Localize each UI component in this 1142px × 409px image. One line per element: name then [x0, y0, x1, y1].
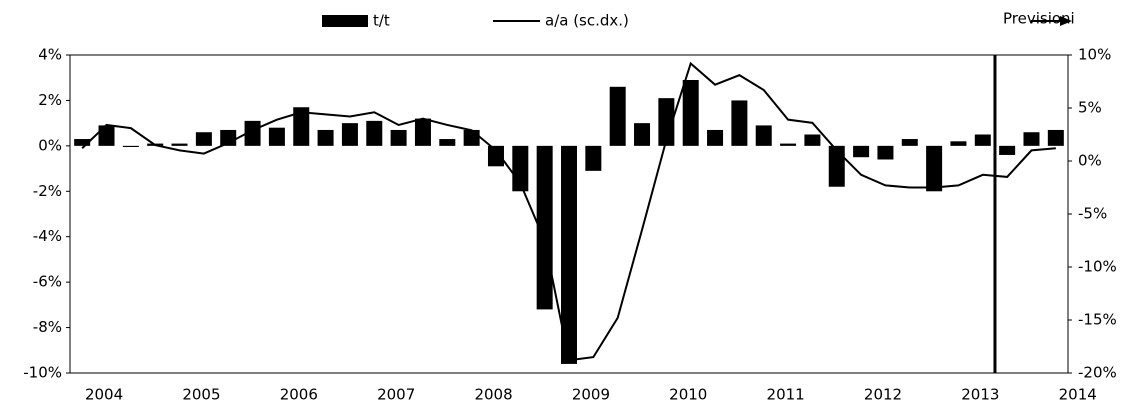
legend-label: a/a (sc.dx.): [545, 12, 629, 30]
bar: [195, 132, 212, 146]
bar: [950, 141, 967, 146]
bar: [804, 134, 821, 146]
bar: [634, 123, 651, 146]
y2-tick-label: -10%: [1078, 258, 1117, 276]
x-tick-label: 2013: [961, 386, 999, 404]
bar: [1047, 129, 1064, 146]
legend-swatch-bar: [322, 15, 368, 27]
y2-tick-label: 0%: [1078, 152, 1102, 170]
legend-label: t/t: [373, 12, 390, 30]
y-tick-label: 2%: [38, 91, 62, 109]
y2-tick-label: 5%: [1078, 99, 1102, 117]
bar: [74, 139, 91, 146]
y2-tick-label: -15%: [1078, 311, 1117, 329]
y-tick-label: -10%: [23, 364, 62, 382]
bar: [414, 118, 431, 146]
y-tick-label: -6%: [33, 273, 62, 291]
bar: [463, 129, 480, 146]
bar: [780, 143, 797, 146]
bar: [439, 139, 456, 146]
bar: [390, 129, 407, 146]
bar: [877, 145, 894, 160]
bar: [828, 145, 845, 187]
bar: [366, 120, 383, 146]
line: [81, 61, 1056, 362]
bar: [293, 107, 310, 146]
arrow-head: [1060, 16, 1072, 26]
plot-frame: [69, 54, 1069, 374]
x-tick-label: 2007: [377, 386, 415, 404]
bar: [853, 145, 870, 158]
y-tick-label: 4%: [38, 46, 62, 64]
bar: [609, 86, 626, 146]
bar: [585, 145, 602, 171]
bar: [317, 129, 334, 146]
bar: [926, 145, 943, 192]
y2-tick-label: -5%: [1078, 205, 1107, 223]
y2-tick-label: -20%: [1078, 364, 1117, 382]
x-tick-label: 2012: [864, 386, 902, 404]
y-tick-label: 0%: [38, 136, 62, 154]
annotation: Previsioni: [1003, 10, 1075, 28]
bar: [901, 139, 918, 146]
bar: [171, 143, 188, 146]
bar: [512, 145, 529, 192]
y-tick-label: -2%: [33, 182, 62, 200]
x-tick-label: 2006: [280, 386, 318, 404]
x-tick-label: 2011: [767, 386, 805, 404]
bar: [682, 79, 699, 146]
x-tick-label: 2005: [182, 386, 220, 404]
y-tick-label: -8%: [33, 318, 62, 336]
bar: [487, 145, 504, 167]
bar: [122, 145, 139, 147]
bar: [731, 100, 748, 146]
bar: [755, 125, 772, 146]
bar: [268, 127, 285, 146]
x-tick-label: 2009: [572, 386, 610, 404]
y2-tick-label: 10%: [1078, 46, 1111, 64]
bar: [1023, 132, 1040, 146]
x-tick-label: 2008: [474, 386, 512, 404]
bar: [244, 120, 261, 146]
bar: [561, 145, 577, 364]
bar: [707, 129, 724, 146]
bar: [536, 145, 553, 310]
x-tick-label: 2010: [669, 386, 707, 404]
bar: [98, 125, 115, 146]
y-tick-label: -4%: [33, 227, 62, 245]
bar: [658, 98, 675, 146]
bar: [974, 134, 991, 146]
x-tick-label: 2004: [85, 386, 123, 404]
bar: [341, 123, 358, 146]
bar: [999, 145, 1016, 155]
x-tick-label: 2014: [1059, 386, 1097, 404]
